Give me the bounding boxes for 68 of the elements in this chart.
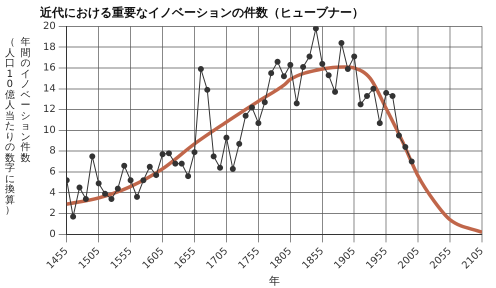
point <box>351 54 358 60</box>
text: 年間のイノベーション件数（人口10億人当たりの数字に換算） <box>4 37 30 216</box>
y-tick-label: 20 <box>42 20 56 32</box>
point <box>166 150 172 156</box>
point <box>230 166 236 172</box>
point <box>70 214 76 220</box>
point <box>236 140 242 147</box>
point <box>82 196 89 202</box>
point <box>114 186 121 192</box>
point <box>255 120 262 126</box>
point <box>172 160 178 167</box>
point <box>268 70 274 76</box>
y-tick-label: 6 <box>49 166 56 178</box>
y-tick-label: 2 <box>49 208 56 220</box>
point <box>217 164 224 171</box>
point <box>121 162 128 169</box>
point <box>178 160 185 167</box>
point <box>192 149 198 156</box>
point <box>312 26 319 32</box>
point <box>383 90 390 96</box>
point <box>160 151 166 158</box>
point <box>242 112 249 119</box>
point <box>287 62 294 68</box>
point <box>376 120 383 126</box>
point <box>344 66 351 72</box>
point <box>249 104 255 110</box>
point <box>274 58 281 65</box>
point <box>262 99 268 106</box>
chart-title: 近代における重要なイノベーションの件数（ヒューブナー） <box>39 5 364 20</box>
y-tick-label: 12 <box>42 104 56 116</box>
point <box>332 88 338 95</box>
point <box>210 153 217 160</box>
point <box>223 134 230 141</box>
point <box>102 190 108 197</box>
point <box>153 172 160 178</box>
point <box>364 93 370 100</box>
y-tick-label: 4 <box>49 187 56 198</box>
point <box>402 144 408 150</box>
y-tick-label: 10 <box>42 124 56 136</box>
point <box>108 196 114 202</box>
point <box>294 100 300 106</box>
point <box>358 101 364 108</box>
point <box>140 177 146 184</box>
x-axis-title: 年 <box>268 274 280 288</box>
point <box>390 93 396 100</box>
point <box>89 153 96 160</box>
point <box>146 164 153 170</box>
point <box>396 132 402 139</box>
point <box>300 64 306 70</box>
point <box>306 54 312 60</box>
point <box>96 180 102 186</box>
point <box>128 177 134 184</box>
point <box>204 86 210 93</box>
point <box>408 158 415 165</box>
point <box>319 60 326 67</box>
point <box>326 72 332 78</box>
y-tick-label: 8 <box>49 146 56 157</box>
y-tick-label: 18 <box>42 42 56 53</box>
point <box>134 194 140 200</box>
point <box>370 86 376 92</box>
point <box>280 73 287 80</box>
y-tick-label: 16 <box>42 62 56 74</box>
point <box>198 66 204 72</box>
point <box>76 184 83 191</box>
y-tick-label: 0 <box>49 228 56 240</box>
y-tick-label: 14 <box>42 83 56 94</box>
point <box>185 173 192 180</box>
point <box>338 40 344 46</box>
